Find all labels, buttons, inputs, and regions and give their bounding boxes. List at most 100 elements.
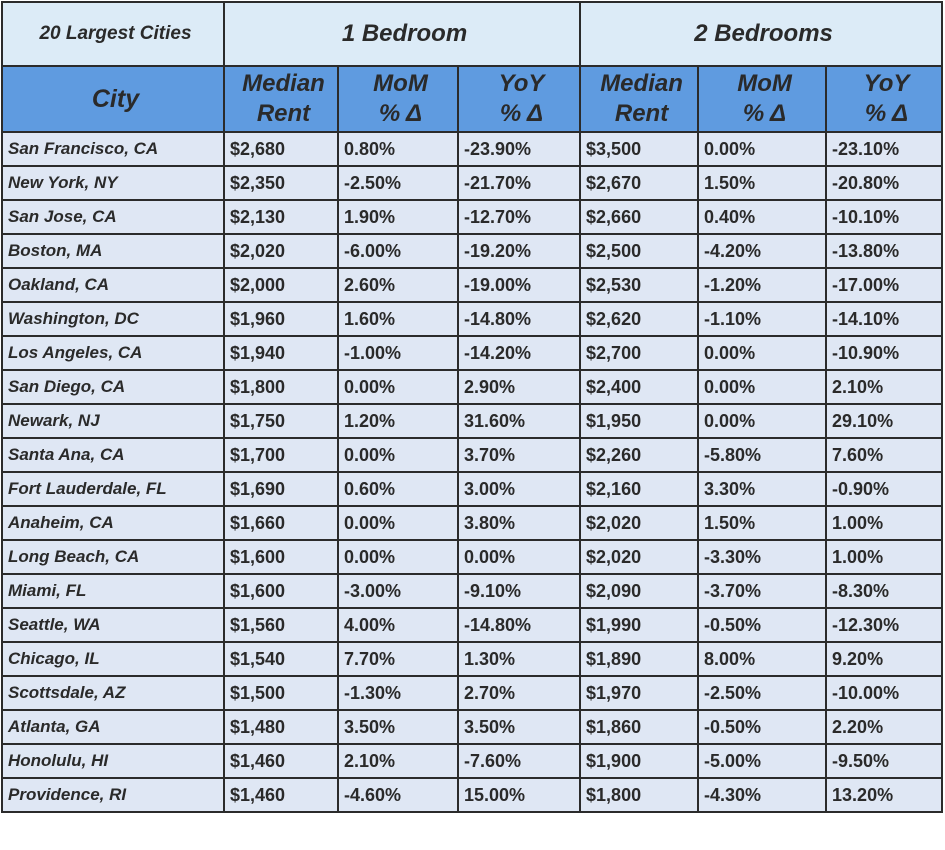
cell-2br-mom: 0.00%	[697, 369, 828, 405]
cell-1br-yoy: 3.00%	[456, 471, 582, 507]
cell-1br-yoy: -12.70%	[456, 199, 582, 235]
cell-1br-mom: 0.00%	[337, 437, 459, 473]
cell-1br-median-rent: $1,560	[223, 607, 339, 643]
cell-2br-mom: -4.20%	[697, 233, 828, 269]
cell-2br-yoy: -9.50%	[825, 743, 944, 779]
cell-1br-mom: -2.50%	[337, 165, 459, 201]
cell-1br-median-rent: $1,500	[223, 675, 339, 711]
cell-2br-yoy: -0.90%	[825, 471, 944, 507]
cell-1br-median-rent: $1,460	[223, 777, 339, 813]
rent-table: 20 Largest Cities 1 Bedroom 2 Bedrooms C…	[1, 1, 944, 813]
cell-1br-yoy: 3.50%	[456, 709, 582, 745]
cell-1br-yoy: -14.80%	[456, 607, 582, 643]
cell-1br-yoy: 1.30%	[456, 641, 582, 677]
column-header-line: Rent	[614, 100, 669, 127]
cell-2br-median-rent: $1,970	[579, 675, 700, 711]
cell-1br-median-rent: $1,750	[223, 403, 339, 439]
column-header-line: YoY	[863, 70, 910, 97]
cell-2br-yoy: -10.90%	[825, 335, 944, 371]
group-header-row: 20 Largest Cities 1 Bedroom 2 Bedrooms	[1, 1, 944, 67]
column-header-line: MoM	[373, 70, 428, 97]
group-header-cities: 20 Largest Cities	[1, 1, 225, 67]
cell-1br-yoy: -19.20%	[456, 233, 582, 269]
cell-1br-yoy: -14.20%	[456, 335, 582, 371]
cell-city: Santa Ana, CA	[1, 437, 225, 473]
column-header-2br-yoy: YoY % Δ	[825, 65, 944, 133]
cell-1br-yoy: 31.60%	[456, 403, 582, 439]
table-row: Miami, FL $1,600 -3.00% -9.10% $2,090 -3.70% -…	[1, 573, 944, 609]
cell-2br-yoy: 2.20%	[825, 709, 944, 745]
cell-1br-mom: -1.00%	[337, 335, 459, 371]
column-header-row: City Median Rent MoM % Δ YoY % Δ Median Rent…	[1, 65, 944, 133]
cell-city: New York, NY	[1, 165, 225, 201]
cell-city: Anaheim, CA	[1, 505, 225, 541]
cell-city: Scottsdale, AZ	[1, 675, 225, 711]
cell-2br-median-rent: $1,890	[579, 641, 700, 677]
cell-1br-median-rent: $1,960	[223, 301, 339, 337]
table-row: Oakland, CA $2,000 2.60% -19.00% $2,530 -1.20…	[1, 267, 944, 303]
cell-city: San Francisco, CA	[1, 131, 225, 167]
cell-2br-median-rent: $2,400	[579, 369, 700, 405]
cell-2br-yoy: 9.20%	[825, 641, 944, 677]
column-header-line: % Δ	[499, 100, 544, 127]
cell-2br-yoy: -10.00%	[825, 675, 944, 711]
cell-1br-mom: 1.20%	[337, 403, 459, 439]
column-header-2br-mom: MoM % Δ	[697, 65, 828, 133]
cell-1br-median-rent: $1,690	[223, 471, 339, 507]
cell-2br-mom: 0.00%	[697, 403, 828, 439]
cell-2br-mom: 8.00%	[697, 641, 828, 677]
cell-1br-yoy: -14.80%	[456, 301, 582, 337]
cell-2br-mom: -3.70%	[697, 573, 828, 609]
cell-1br-median-rent: $1,540	[223, 641, 339, 677]
column-header-1br-yoy: YoY % Δ	[456, 65, 582, 133]
cell-city: Chicago, IL	[1, 641, 225, 677]
cell-1br-median-rent: $2,000	[223, 267, 339, 303]
cell-2br-mom: -3.30%	[697, 539, 828, 575]
cell-2br-median-rent: $2,090	[579, 573, 700, 609]
column-header-line: % Δ	[864, 100, 909, 127]
column-header-line: YoY	[498, 70, 545, 97]
cell-2br-median-rent: $1,950	[579, 403, 700, 439]
cell-1br-mom: 3.50%	[337, 709, 459, 745]
cell-1br-mom: 0.00%	[337, 505, 459, 541]
cell-city: Oakland, CA	[1, 267, 225, 303]
table-row: Chicago, IL $1,540 7.70% 1.30% $1,890 8.00% 9.…	[1, 641, 944, 677]
table-row: Providence, RI $1,460 -4.60% 15.00% $1,800 -4…	[1, 777, 944, 813]
cell-2br-mom: 0.00%	[697, 335, 828, 371]
cell-2br-median-rent: $3,500	[579, 131, 700, 167]
cell-1br-mom: 0.00%	[337, 539, 459, 575]
cell-1br-yoy: 2.70%	[456, 675, 582, 711]
cell-1br-yoy: 2.90%	[456, 369, 582, 405]
cell-2br-mom: 0.00%	[697, 131, 828, 167]
cell-1br-median-rent: $1,600	[223, 539, 339, 575]
cell-2br-median-rent: $2,260	[579, 437, 700, 473]
cell-1br-median-rent: $1,600	[223, 573, 339, 609]
cell-city: Boston, MA	[1, 233, 225, 269]
cell-2br-median-rent: $1,860	[579, 709, 700, 745]
table-row: Long Beach, CA $1,600 0.00% 0.00% $2,020 -3.3…	[1, 539, 944, 575]
cell-2br-mom: -0.50%	[697, 607, 828, 643]
cell-1br-mom: -6.00%	[337, 233, 459, 269]
table-row: Newark, NJ $1,750 1.20% 31.60% $1,950 0.00% 29…	[1, 403, 944, 439]
cell-2br-median-rent: $2,660	[579, 199, 700, 235]
cell-1br-mom: 1.60%	[337, 301, 459, 337]
cell-1br-median-rent: $1,480	[223, 709, 339, 745]
cell-1br-yoy: 3.80%	[456, 505, 582, 541]
column-header-line: MoM	[737, 70, 792, 97]
cell-1br-median-rent: $2,350	[223, 165, 339, 201]
cell-1br-median-rent: $1,660	[223, 505, 339, 541]
cell-2br-median-rent: $1,900	[579, 743, 700, 779]
table-row: Scottsdale, AZ $1,500 -1.30% 2.70% $1,970 -2.…	[1, 675, 944, 711]
column-header-1br-mom: MoM % Δ	[337, 65, 459, 133]
cell-city: Newark, NJ	[1, 403, 225, 439]
cell-city: Seattle, WA	[1, 607, 225, 643]
table-row: Washington, DC $1,960 1.60% -14.80% $2,620 -1…	[1, 301, 944, 337]
cell-2br-yoy: -20.80%	[825, 165, 944, 201]
cell-1br-median-rent: $2,130	[223, 199, 339, 235]
table-row: Seattle, WA $1,560 4.00% -14.80% $1,990 -0.50…	[1, 607, 944, 643]
cell-city: Los Angeles, CA	[1, 335, 225, 371]
cell-1br-mom: -3.00%	[337, 573, 459, 609]
cell-1br-median-rent: $2,680	[223, 131, 339, 167]
cell-2br-median-rent: $2,020	[579, 539, 700, 575]
cell-2br-mom: -5.80%	[697, 437, 828, 473]
